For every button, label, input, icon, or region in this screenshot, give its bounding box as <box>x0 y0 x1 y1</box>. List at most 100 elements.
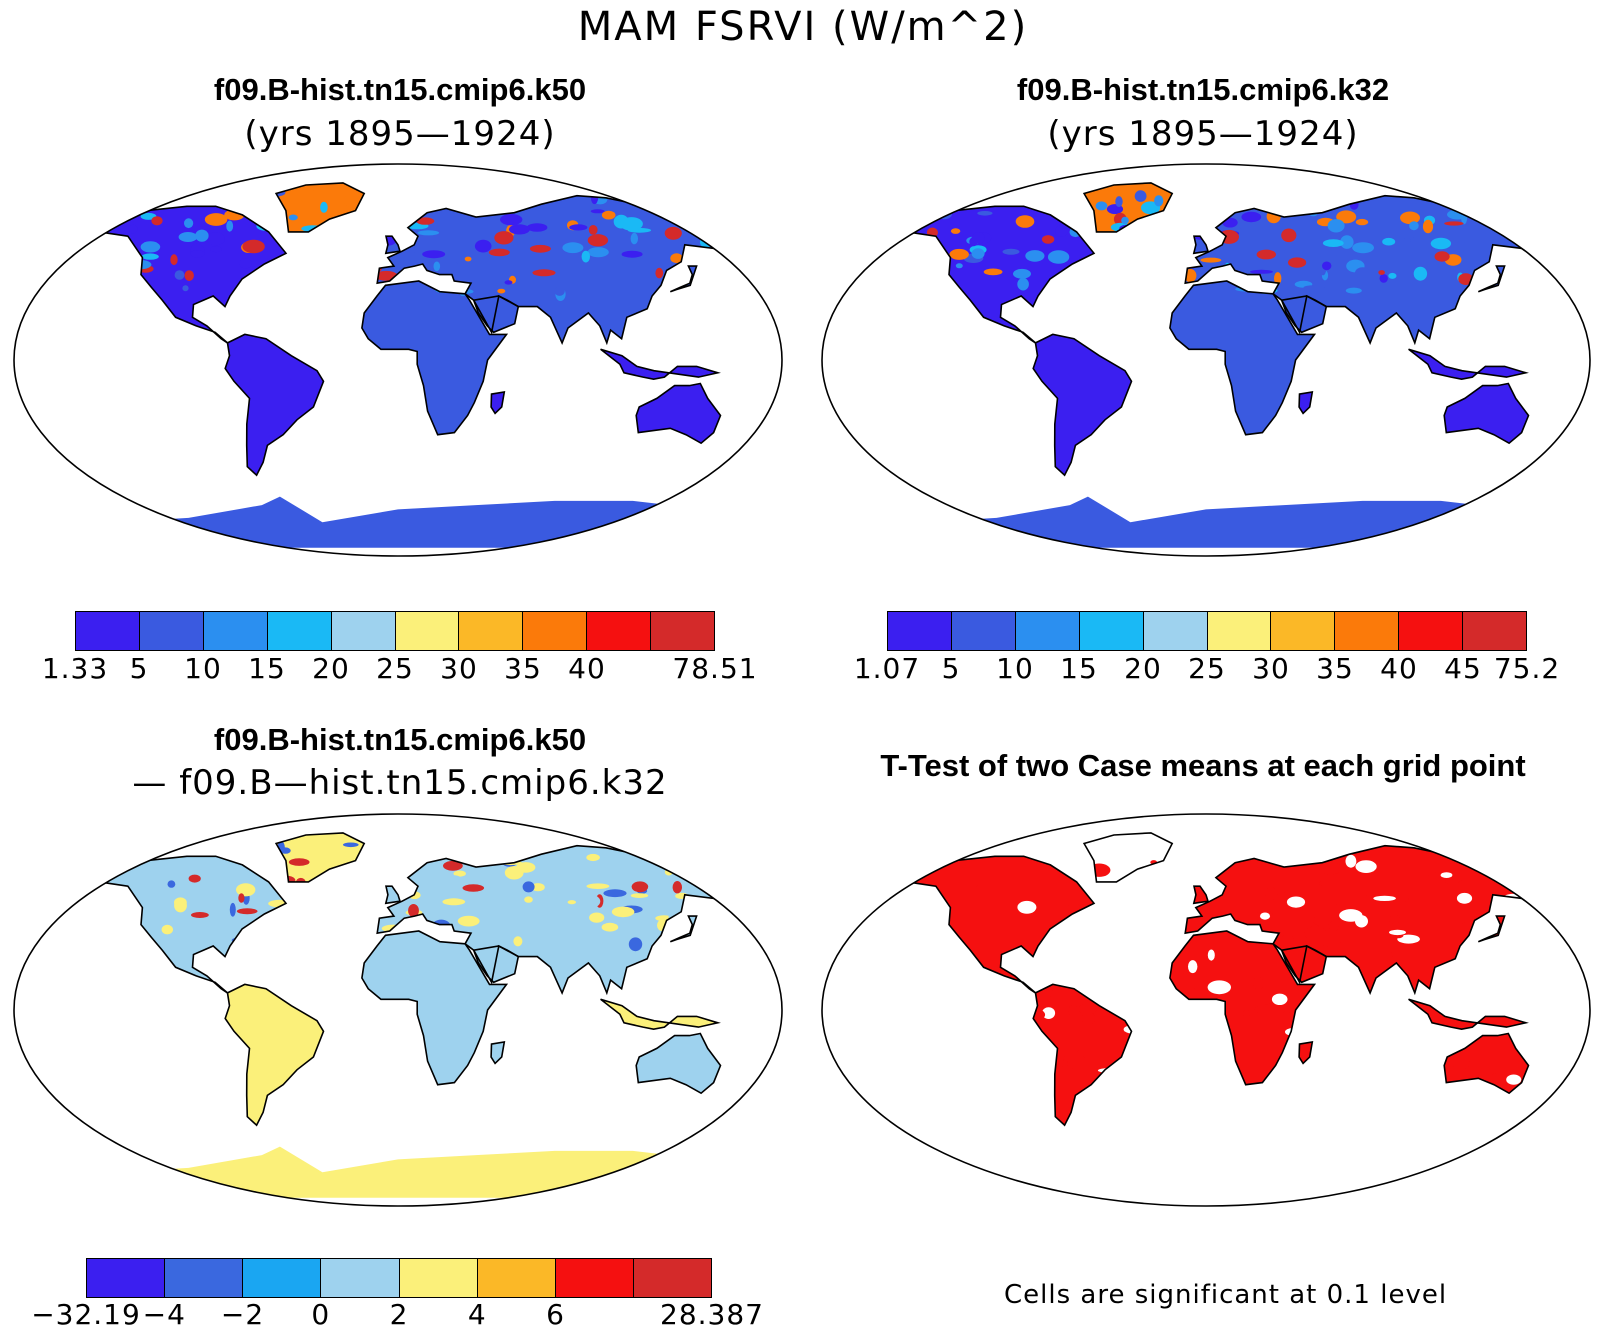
field-cell <box>66 910 76 920</box>
field-cell <box>87 263 109 273</box>
field-cell <box>1168 961 1188 975</box>
field-cell <box>1365 1110 1379 1117</box>
colorbar-tick-label: 20 <box>312 652 350 685</box>
colorbar-segment <box>321 1259 400 1297</box>
field-cell <box>526 223 548 232</box>
colorbar-segment <box>587 612 652 650</box>
field-cell <box>722 894 741 909</box>
field-cell <box>845 1052 851 1059</box>
field-cell <box>1337 1030 1347 1037</box>
field-cell <box>549 908 573 914</box>
field-cell <box>1052 955 1068 966</box>
colorbar-tick-label: 10 <box>184 652 222 685</box>
field-cell <box>259 289 268 296</box>
coastline <box>1408 998 1529 1031</box>
field-cell <box>239 258 252 269</box>
land-namerica <box>873 206 1094 343</box>
field-cell <box>982 1005 996 1019</box>
field-cell <box>444 888 468 898</box>
field-cell <box>926 1004 944 1016</box>
coastline <box>1032 983 1133 1127</box>
field-cell <box>99 916 110 923</box>
map-border <box>821 163 1591 557</box>
panel2-subtitle: (yrs 1895—1924) <box>1047 114 1359 154</box>
field-cell <box>1329 1051 1338 1062</box>
field-cell <box>1415 1076 1428 1089</box>
coastline <box>490 1041 506 1065</box>
field-cell <box>1129 278 1148 283</box>
field-cell <box>1109 912 1125 918</box>
field-cell <box>1189 190 1196 199</box>
field-cell <box>1088 863 1111 877</box>
field-cell <box>513 936 523 947</box>
field-cell <box>907 1101 923 1111</box>
field-cell <box>865 875 873 884</box>
field-cell <box>1452 872 1462 883</box>
field-cell <box>1017 900 1037 914</box>
field-cell <box>955 263 963 269</box>
colorbar-tick-label: 28.387 <box>660 1298 764 1331</box>
field-cell <box>933 1026 941 1034</box>
field-cell <box>1564 1040 1574 1048</box>
field-cell <box>531 883 545 892</box>
coastline <box>1477 265 1506 293</box>
field-cell <box>675 892 689 899</box>
field-cell <box>1137 1007 1148 1019</box>
field-cell <box>1103 266 1122 274</box>
field-cell <box>558 930 579 936</box>
field-cell <box>664 226 682 240</box>
field-cell <box>341 925 350 932</box>
field-cell <box>1322 239 1344 247</box>
coastline <box>740 1081 770 1110</box>
field-cell <box>1327 1082 1341 1088</box>
field-cell <box>631 881 649 893</box>
colorbar-tick-label: 30 <box>1252 652 1290 685</box>
colorbar-tick-label: −4 <box>142 1298 186 1331</box>
field-cell <box>1068 1005 1078 1017</box>
field-cell <box>554 286 565 296</box>
field-cell <box>86 263 100 270</box>
field-cell <box>975 1048 984 1054</box>
field-cell <box>260 934 271 949</box>
field-cell <box>170 254 178 266</box>
field-cell <box>1288 257 1307 268</box>
field-cell <box>1397 934 1420 944</box>
field-cell <box>1097 1068 1122 1073</box>
land-uk <box>385 886 400 904</box>
field-cell <box>989 992 1007 1002</box>
colorbar-tick-label: 0 <box>311 1298 331 1331</box>
field-cell <box>1160 937 1183 949</box>
field-cell <box>581 250 590 263</box>
field-cell <box>1394 1096 1408 1109</box>
field-cell <box>970 194 987 200</box>
field-cell <box>438 842 457 853</box>
field-cell <box>1123 922 1140 927</box>
field-cell <box>874 970 892 975</box>
field-cell <box>860 955 876 963</box>
land-nz <box>1549 1082 1576 1109</box>
colorbar-segment <box>1143 612 1208 650</box>
field-cell <box>1036 1091 1056 1096</box>
panel2-colorbar <box>887 611 1527 651</box>
field-cell <box>431 919 451 933</box>
field-cell <box>1181 185 1194 195</box>
panel1-subtitle: (yrs 1895—1924) <box>244 114 556 154</box>
field-cell <box>996 1032 1017 1037</box>
field-cell <box>433 261 441 272</box>
field-cell <box>630 916 643 925</box>
coastline <box>1408 348 1529 381</box>
field-cell <box>1336 966 1346 980</box>
coastline <box>1184 194 1560 346</box>
field-cell <box>655 267 664 279</box>
field-cell <box>1522 289 1547 298</box>
field-cell <box>1141 893 1149 906</box>
map-border <box>13 163 783 557</box>
field-cell <box>696 922 704 928</box>
field-cell <box>1008 1092 1027 1102</box>
field-cell <box>303 286 312 298</box>
field-cell <box>92 248 105 254</box>
field-cell <box>1149 231 1160 244</box>
field-cell <box>204 213 228 226</box>
land-africa <box>361 281 507 435</box>
field-cell <box>1042 1007 1056 1019</box>
